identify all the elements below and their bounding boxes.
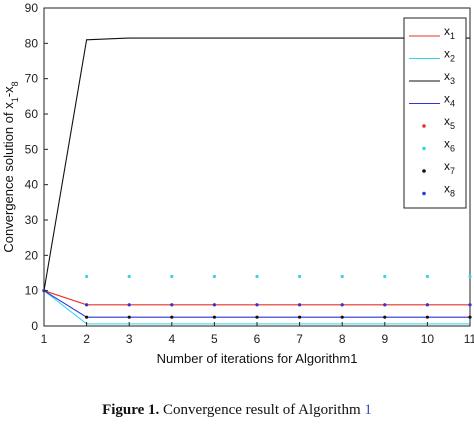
- y-axis-label-sub-end: 8: [10, 81, 20, 86]
- legend-label-x2: x2: [444, 47, 455, 64]
- convergence-chart: 1 2 3 4 5 6 7 8 9 10 11 0 10 20 30 40 50 60 70 80 90 Number …: [1, 1, 474, 366]
- y-tick-label: 80: [25, 36, 39, 50]
- legend-label-x6: x6: [444, 137, 455, 154]
- legend-box: [403, 17, 467, 209]
- data-point-x6: [85, 274, 89, 279]
- legend-swatch-x8: [422, 191, 426, 196]
- data-point-x8: [340, 303, 344, 307]
- data-point-x7: [340, 315, 344, 319]
- x-tick-label: 8: [339, 332, 346, 346]
- data-point-x7: [425, 315, 429, 319]
- x-tick-label: 3: [126, 332, 133, 346]
- data-point-x7: [383, 315, 387, 319]
- legend: x1 x2 x3 x4 x5 x6 x7 x8: [403, 17, 467, 209]
- legend-label-x3: x3: [444, 69, 455, 86]
- data-point-x7: [212, 315, 216, 319]
- data-point-x7: [468, 315, 472, 319]
- x-tick-label: 7: [296, 332, 303, 346]
- series-layer: [42, 37, 472, 325]
- legend-label-x8: x8: [444, 182, 455, 199]
- x-tick-label: 4: [168, 332, 175, 346]
- legend-swatch-x7: [422, 169, 426, 173]
- y-tick-label: 10: [25, 284, 39, 298]
- data-point-x8: [127, 303, 131, 307]
- data-point-x6: [468, 274, 472, 279]
- data-point-x8: [383, 303, 387, 307]
- figure-caption: Figure 1. Convergence result of Algorith…: [0, 402, 474, 419]
- x-tick-label: 5: [211, 332, 218, 346]
- y-tick-label: 20: [25, 248, 39, 262]
- data-point-x6: [170, 274, 174, 279]
- series-x8: [42, 289, 472, 307]
- y-tick-label: 70: [25, 72, 39, 86]
- x-tick-label: 1: [41, 332, 48, 346]
- legend-swatch-x6: [422, 146, 426, 151]
- caption-text: Convergence result of Algorithm: [159, 402, 365, 418]
- data-point-x7: [255, 315, 259, 319]
- y-axis-label-main: Convergence solution of x: [1, 102, 16, 253]
- data-point-x7: [127, 315, 131, 319]
- legend-label-x7: x7: [444, 159, 455, 176]
- data-point-x6: [425, 274, 429, 279]
- data-point-x7: [85, 315, 89, 319]
- legend-label-x4: x4: [444, 92, 455, 109]
- data-point-x8: [85, 303, 89, 307]
- y-tick-label: 30: [25, 213, 39, 227]
- data-point-x6: [255, 274, 259, 279]
- data-point-x8: [298, 303, 302, 307]
- x-tick-label: 10: [421, 332, 435, 346]
- legend-label-x5: x5: [444, 114, 455, 131]
- y-tick-label: 0: [31, 319, 38, 333]
- data-point-x7: [170, 315, 174, 319]
- series-line-x3: [43, 37, 470, 291]
- data-point-x6: [127, 274, 131, 279]
- y-tick-label: 40: [25, 178, 39, 192]
- y-axis-label-sub-start: 1: [10, 97, 20, 102]
- legend-label-x1: x1: [444, 24, 455, 41]
- data-point-x8: [212, 303, 216, 307]
- y-axis-label: Convergence solution of x1-x8: [1, 81, 20, 252]
- x-axis-label: Number of iterations for Algorithm1: [157, 351, 358, 366]
- plot-area: [43, 7, 471, 327]
- data-point-x7: [298, 315, 302, 319]
- caption-label: Figure 1.: [102, 402, 160, 418]
- data-point-x8: [468, 303, 472, 307]
- tick-layer: 1 2 3 4 5 6 7 8 9 10 11 0 10 20 30 40 50 60 70 80 90: [25, 1, 474, 346]
- caption-reference-link[interactable]: 1: [364, 402, 372, 418]
- data-point-x8: [170, 303, 174, 307]
- series-x6: [42, 274, 472, 293]
- data-point-x6: [340, 274, 344, 279]
- data-point-x6: [212, 274, 216, 279]
- series-x3: [43, 37, 470, 291]
- data-point-x8: [255, 303, 259, 307]
- x-tick-label: 6: [254, 332, 261, 346]
- data-point-x6: [383, 274, 387, 279]
- y-tick-label: 90: [25, 1, 39, 15]
- data-point-x8: [425, 303, 429, 307]
- x-tick-label: 11: [464, 332, 474, 346]
- legend-swatch-x5: [422, 124, 426, 128]
- y-axis-label-mid: -x: [1, 86, 16, 97]
- x-tick-label: 9: [381, 332, 388, 346]
- y-tick-label: 60: [25, 107, 39, 121]
- y-tick-label: 50: [25, 142, 39, 156]
- data-point-x6: [298, 274, 302, 279]
- x-tick-label: 2: [83, 332, 90, 346]
